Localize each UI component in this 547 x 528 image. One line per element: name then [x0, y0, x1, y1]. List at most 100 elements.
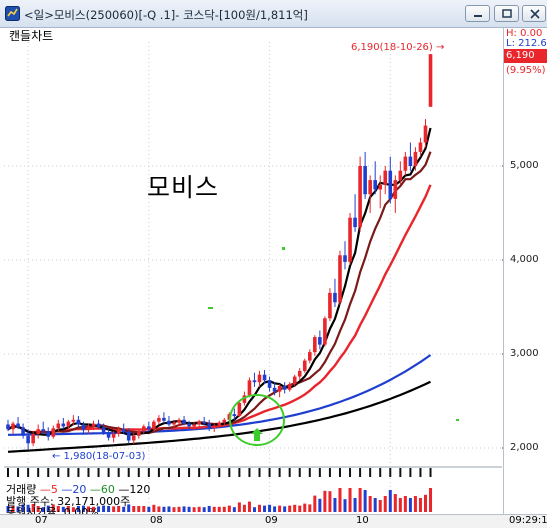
- candle-body: [167, 420, 171, 425]
- volume-bar: [102, 505, 106, 512]
- volume-bar: [172, 507, 176, 512]
- x-tick-label: 09: [265, 515, 278, 526]
- candle-body: [61, 423, 66, 427]
- volume-bar: [378, 500, 382, 512]
- volume-tick: [107, 468, 110, 477]
- time-axis: [0, 514, 547, 528]
- volume-bar: [182, 506, 186, 512]
- volume-tick: [57, 468, 60, 477]
- volume-bar: [388, 490, 392, 512]
- window-title: <일>모비스(250060)[-Q .1]- 코스닥-[100원/1,811억]: [24, 8, 308, 22]
- volume-bar: [51, 504, 55, 512]
- volume-bar: [247, 501, 251, 512]
- volume-label: 거래량: [6, 483, 37, 496]
- volume-bar: [288, 505, 292, 512]
- volume-tick: [268, 468, 271, 477]
- candle-body: [157, 417, 161, 422]
- volume-bar: [398, 498, 402, 512]
- volume-bar: [56, 506, 60, 512]
- signal-dot: [208, 307, 213, 309]
- volume-bar: [46, 505, 50, 512]
- maximize-button[interactable]: [494, 5, 519, 22]
- volume-bar: [197, 506, 201, 512]
- volume-tick: [117, 468, 120, 477]
- minimize-icon: [474, 15, 482, 17]
- volume-bar: [142, 506, 146, 512]
- volume-tick: [17, 468, 20, 477]
- title-bar[interactable]: <일>모비스(250060)[-Q .1]- 코스닥-[100원/1,811억]: [0, 0, 547, 28]
- candle-body: [56, 423, 61, 429]
- volume-bar: [76, 506, 80, 512]
- candle-body: [142, 426, 146, 432]
- volume-bar: [61, 506, 65, 512]
- ma120-legend: —120: [118, 483, 151, 496]
- candle-body: [91, 423, 96, 427]
- candle-body: [71, 419, 76, 422]
- volume-bar: [6, 506, 10, 512]
- volume-bar: [107, 506, 111, 512]
- volume-bar: [217, 506, 221, 512]
- candle-body: [76, 419, 81, 425]
- volume-bar: [333, 498, 337, 512]
- clock: 09:29:1: [509, 515, 547, 526]
- min-price-annotation: ← 1,980(18-07-03): [52, 451, 146, 462]
- candle-body: [121, 429, 126, 433]
- candle-body: [252, 380, 257, 383]
- volume-bar: [408, 498, 412, 512]
- volume-bar: [137, 506, 141, 512]
- candle-body: [66, 421, 71, 427]
- candle-body: [423, 125, 428, 143]
- volume-bar: [41, 507, 45, 512]
- volume-bar: [71, 507, 75, 512]
- volume-bar: [258, 504, 261, 512]
- candle-body: [11, 423, 15, 430]
- volume-tick: [369, 468, 372, 477]
- minimize-button[interactable]: [465, 5, 490, 22]
- volume-tick: [298, 468, 301, 477]
- candle-body: [313, 337, 317, 353]
- volume-bar: [403, 496, 407, 512]
- candle-body: [323, 318, 327, 345]
- volume-bar: [413, 496, 417, 512]
- volume-tick: [409, 468, 412, 477]
- volume-legend: 거래량 —5 —20 —60 —120: [6, 481, 150, 497]
- volume-bar: [122, 506, 126, 512]
- volume-bar: [157, 506, 161, 512]
- volume-bar: [167, 506, 171, 512]
- candle-body: [257, 374, 262, 383]
- volume-bar: [127, 504, 131, 512]
- volume-bar: [152, 504, 156, 512]
- app-icon: [5, 6, 20, 21]
- candle-body: [282, 385, 287, 390]
- signal-dot: [282, 247, 285, 250]
- volume-tick: [419, 468, 422, 477]
- volume-bar: [303, 503, 307, 512]
- signal-dot: [456, 419, 459, 421]
- volume-tick: [238, 468, 241, 477]
- volume-bar: [418, 498, 422, 512]
- volume-tick: [248, 468, 251, 477]
- candle-body: [328, 292, 332, 319]
- candle-body: [202, 421, 206, 424]
- highlight-circle: [229, 394, 285, 446]
- volume-bar: [192, 507, 196, 512]
- candle-body: [192, 424, 196, 427]
- current-price-tag: 6,190: [504, 49, 547, 63]
- volume-bar: [212, 506, 216, 512]
- close-button[interactable]: [522, 5, 546, 22]
- candle-body: [413, 151, 418, 166]
- volume-tick: [389, 468, 392, 477]
- candle-body: [267, 380, 272, 388]
- volume-bar: [348, 488, 352, 512]
- volume-tick: [288, 468, 291, 477]
- volume-tick: [429, 468, 432, 477]
- volume-bar: [36, 506, 40, 512]
- change-percent: (9.95%): [506, 65, 546, 76]
- candle-body: [398, 170, 403, 181]
- volume-bar: [97, 506, 101, 512]
- candle-body: [353, 217, 357, 228]
- volume-bar: [313, 495, 317, 512]
- volume-bar: [16, 506, 20, 512]
